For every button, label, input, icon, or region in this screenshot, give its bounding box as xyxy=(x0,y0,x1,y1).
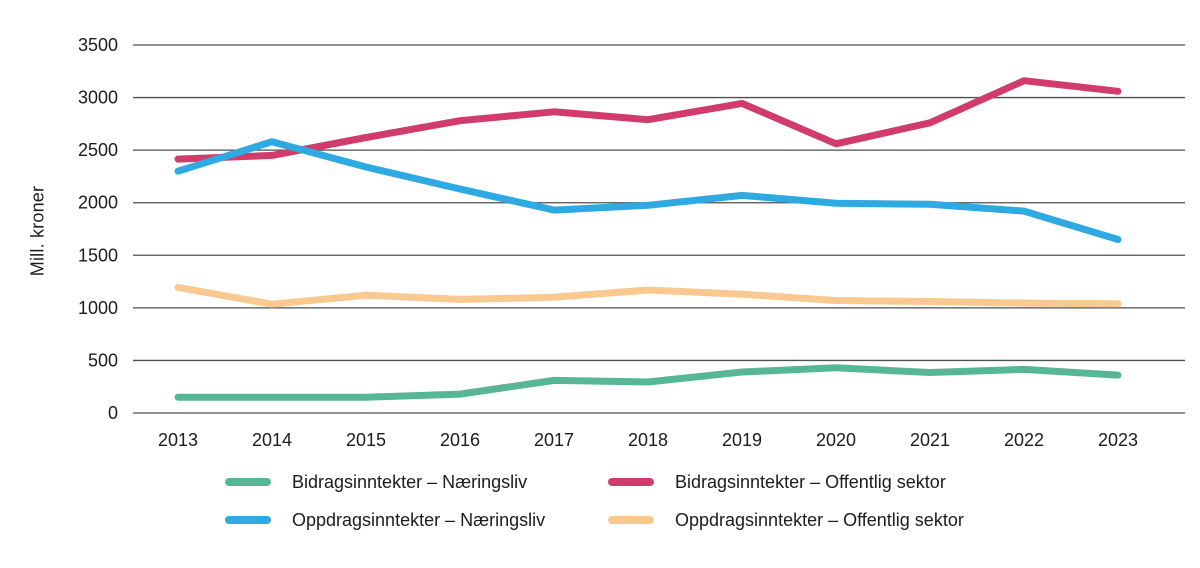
legend-item: Oppdragsinntekter – Næringsliv xyxy=(225,508,608,532)
series-line-1 xyxy=(174,364,1122,401)
chart-legend: Bidragsinntekter – Næringsliv Bidragsinnt… xyxy=(225,470,964,532)
legend-swatch xyxy=(225,516,271,524)
y-tick-label: 3500 xyxy=(78,35,118,55)
legend-label: Oppdragsinntekter – Næringsliv xyxy=(292,509,546,530)
legend-swatch xyxy=(225,478,271,486)
legend-swatch xyxy=(608,516,654,524)
y-tick-label: 1000 xyxy=(78,298,118,318)
legend-label: Bidragsinntekter – Offentlig sektor xyxy=(675,471,946,492)
legend-item: Bidragsinntekter – Offentlig sektor xyxy=(608,470,964,494)
x-tick-label: 2014 xyxy=(252,430,292,450)
y-tick-label: 0 xyxy=(108,403,118,423)
series-line-2 xyxy=(174,77,1122,163)
x-tick-label: 2019 xyxy=(722,430,762,450)
x-tick-label: 2016 xyxy=(440,430,480,450)
x-tick-label: 2021 xyxy=(910,430,950,450)
legend-item: Bidragsinntekter – Næringsliv xyxy=(225,470,608,494)
x-tick-label: 2015 xyxy=(346,430,386,450)
y-tick-label: 1500 xyxy=(78,245,118,265)
y-tick-label: 500 xyxy=(88,350,118,370)
legend-swatch xyxy=(608,478,654,486)
x-tick-label: 2017 xyxy=(534,430,574,450)
legend-item: Oppdragsinntekter – Offentlig sektor xyxy=(608,508,964,532)
series-line-3 xyxy=(174,138,1122,243)
x-tick-label: 2022 xyxy=(1004,430,1044,450)
y-tick-label: 3000 xyxy=(78,88,118,108)
x-tick-label: 2018 xyxy=(628,430,668,450)
x-tick-label: 2023 xyxy=(1098,430,1138,450)
x-tick-label: 2013 xyxy=(158,430,198,450)
legend-label: Oppdragsinntekter – Offentlig sektor xyxy=(675,509,964,530)
y-axis-title: Mill. kroner xyxy=(27,185,48,277)
y-tick-label: 2000 xyxy=(78,193,118,213)
line-chart: 0 500 1000 1500 2000 2500 3000 3500 2013 2014 2015… xyxy=(78,35,1185,450)
x-tick-label: 2020 xyxy=(816,430,856,450)
series-line-4 xyxy=(174,283,1122,308)
y-tick-label: 2500 xyxy=(78,140,118,160)
legend-label: Bidragsinntekter – Næringsliv xyxy=(292,471,528,492)
